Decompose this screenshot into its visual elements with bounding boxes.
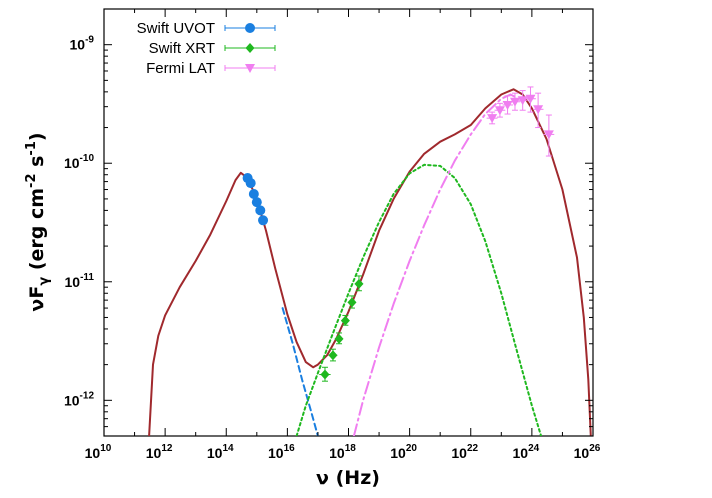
data-point [502,100,513,110]
data-point [245,178,256,189]
x-axis: 1010 1012 1014 1016 1018 1020 1022 1024 1026 [85,9,601,461]
series-swift-uvot [242,173,269,226]
data-point [347,297,357,308]
y-tick-label: 10-12 [64,390,94,408]
y-axis-title: νFγ (erg cm-2 s-1) [24,132,52,311]
x-tick-label: 1016 [268,443,295,461]
y-tick-label: 10-10 [64,153,94,171]
data-point [334,333,344,344]
data-point [354,278,364,289]
model-curve-total [148,88,592,436]
data-point [251,197,262,208]
legend-marker [245,23,255,33]
x-tick-label: 1020 [390,443,417,461]
y-axis: 10-12 10-11 10-10 10-9 [64,8,593,437]
x-axis-title: ν (Hz) [316,467,380,489]
x-tick-label: 1018 [329,443,356,461]
data-point [487,114,498,124]
legend-label: Swift XRT [149,40,215,57]
data-point [543,130,554,140]
data-points [242,86,555,382]
y-tick-label: 10-11 [65,272,95,290]
model-curve-synchrotron-tail [281,307,319,436]
x-tick-label: 1012 [146,443,173,461]
series-fermi-lat [486,86,555,157]
data-point [255,205,266,216]
legend-marker [245,43,255,53]
y-tick-label: 10-9 [70,35,95,53]
data-point [533,105,544,115]
model-curve-external-compton [352,93,517,436]
x-tick-label: 1026 [574,443,601,461]
x-tick-label: 1014 [207,443,234,461]
data-point [258,215,269,226]
model-curve-inverse-compton [295,163,543,436]
data-point [494,106,505,116]
series-swift-xrt [319,275,364,382]
data-point [525,94,536,104]
x-tick-label: 1010 [85,443,112,461]
data-point [320,369,330,380]
x-tick-label: 1022 [451,443,478,461]
data-point [248,189,259,200]
model-curves [148,88,592,436]
data-point [340,315,350,326]
legend: Swift UVOT Swift XRT Fermi LAT [137,20,276,77]
x-tick-label: 1024 [513,443,540,461]
legend-label: Fermi LAT [146,60,215,77]
legend-marker [245,64,255,73]
data-point [328,350,338,361]
legend-label: Swift UVOT [137,20,215,37]
